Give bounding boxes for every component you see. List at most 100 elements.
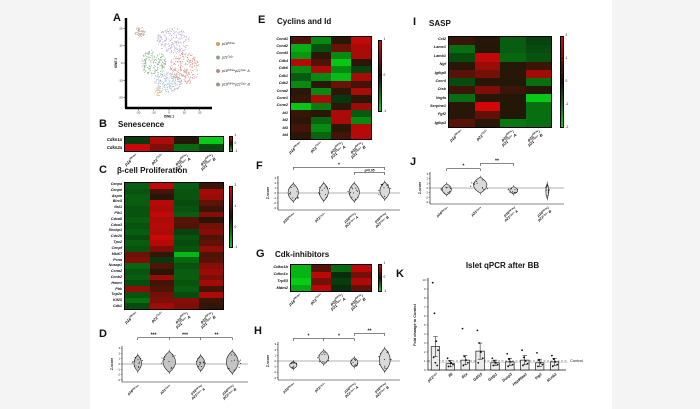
violin-dot <box>380 183 382 185</box>
heatmap-cell <box>291 51 311 59</box>
heatmap-cell <box>125 297 150 304</box>
y-tick-label: -3 <box>274 376 277 380</box>
y-tick-label: 7 <box>424 305 426 309</box>
gene-label: Id2 <box>282 118 289 123</box>
y-tick-label: 1 <box>118 357 120 361</box>
data-point <box>452 363 454 366</box>
colorbar-tick: 0 <box>565 79 568 84</box>
heatmap-cell <box>174 274 199 281</box>
heatmap-cell <box>291 80 311 88</box>
heatmap-cell <box>351 109 371 118</box>
heatmap-cell <box>149 228 174 235</box>
x-tick-label: -20 <box>136 111 140 115</box>
group-label: p21Cip1+ <box>313 382 327 394</box>
heatmap-cell <box>125 223 150 229</box>
panel-letter-e: E <box>258 14 266 26</box>
heatmap-cell <box>174 286 199 292</box>
gene-label: Kif23 <box>112 298 122 303</box>
heatmap-cell <box>500 94 526 103</box>
heatmap-cell <box>331 51 351 59</box>
violin-dot <box>448 186 450 188</box>
panel-letter-b: B <box>99 118 107 130</box>
data-point <box>480 351 482 353</box>
gene-label: Plk1 <box>114 210 122 215</box>
heatmap-cell <box>149 286 174 292</box>
legend-dot <box>216 42 220 46</box>
heatmap-cell <box>291 95 311 103</box>
y-tick-label: -3 <box>118 378 121 382</box>
violin-dot <box>378 364 380 366</box>
violin-dot <box>386 184 388 186</box>
heatmap-cdk-inhibitors: Cdkn1b Cdkn1c Trp53 Mdm2 p16INK4a+ p21Cip1+ p1… <box>256 260 406 322</box>
panel-letter-g: G <box>256 248 265 260</box>
violin-dot <box>516 192 518 193</box>
heatmap-cell <box>291 265 311 272</box>
data-point <box>541 363 544 366</box>
heatmap-cell <box>449 61 475 70</box>
legend-label: p16INK4a+p21Cip1+ B <box>221 83 251 87</box>
gene-label: Ccne2 <box>276 103 288 108</box>
title-cdk-inhibitors: Cdk-inhibitors <box>275 250 330 259</box>
heatmap-cell <box>449 94 475 103</box>
heatmap-cell <box>525 69 551 78</box>
significance-bracket <box>200 337 233 340</box>
data-point <box>539 361 542 364</box>
heatmap-cell <box>311 278 331 285</box>
violin-dot <box>547 195 549 196</box>
heatmap-cell <box>291 278 311 285</box>
violin-dot <box>318 186 320 188</box>
heatmap-cell <box>149 245 174 252</box>
violin-dot <box>447 192 449 193</box>
violin-dot <box>386 352 388 354</box>
violin-dot <box>172 355 174 357</box>
heatmap-cell <box>174 291 199 298</box>
heatmap-cell <box>198 257 223 264</box>
colorbar <box>229 186 233 248</box>
group-label: p16INK4a/p21Cip1+ B <box>199 153 217 172</box>
data-point <box>537 365 539 368</box>
heatmap-cell <box>125 291 150 298</box>
category-label: Ing1 <box>534 372 543 380</box>
group-label: p16INK4a/p21Cip1+ B <box>219 383 238 401</box>
violin-dot <box>239 361 241 363</box>
violin-dot <box>234 354 236 356</box>
violin-dot <box>292 365 294 367</box>
heatmap-cell <box>331 80 351 88</box>
data-point <box>436 364 439 367</box>
violin-dot <box>355 359 357 361</box>
heatmap-cell <box>474 86 500 95</box>
title-senescence: Senescence <box>118 120 165 129</box>
legend-label: p21Cip1+ <box>221 56 234 60</box>
gene-label: Fgf2 <box>437 112 446 117</box>
violin-dot <box>356 365 358 367</box>
page-gutter-right <box>612 0 700 409</box>
category-label: Hsp90aa1 <box>512 372 528 386</box>
violin-shape <box>379 181 390 200</box>
heatmap-cell <box>149 240 174 246</box>
heatmap-grid <box>290 264 372 292</box>
heatmap-cell <box>125 137 150 144</box>
category-label: Il6 <box>448 372 454 378</box>
violin-dot <box>448 192 450 194</box>
data-point <box>552 358 555 361</box>
violin-dot <box>195 360 197 362</box>
violin-dot <box>548 191 550 193</box>
heatmap-cell <box>125 268 150 275</box>
violin-dot <box>379 353 381 355</box>
x-axis-label: tSNE 1 <box>164 115 175 119</box>
significance-label: ** <box>215 333 219 339</box>
violin-dot <box>163 357 165 359</box>
violin-dot <box>471 182 473 184</box>
violin-dot <box>351 196 353 198</box>
violin-dot <box>449 191 451 193</box>
heatmap-cell <box>174 217 199 224</box>
heatmap-cell <box>351 44 371 52</box>
violin-dot <box>356 189 358 191</box>
heatmap-cell <box>449 118 475 127</box>
group-label: p21Cip1+ <box>470 206 484 218</box>
gene-label: Id4 <box>282 133 289 138</box>
heatmap-cell <box>198 137 223 144</box>
group-label: p21Cip1+ <box>309 292 322 306</box>
violin-dot <box>324 187 326 189</box>
heatmap-cell <box>149 251 174 258</box>
